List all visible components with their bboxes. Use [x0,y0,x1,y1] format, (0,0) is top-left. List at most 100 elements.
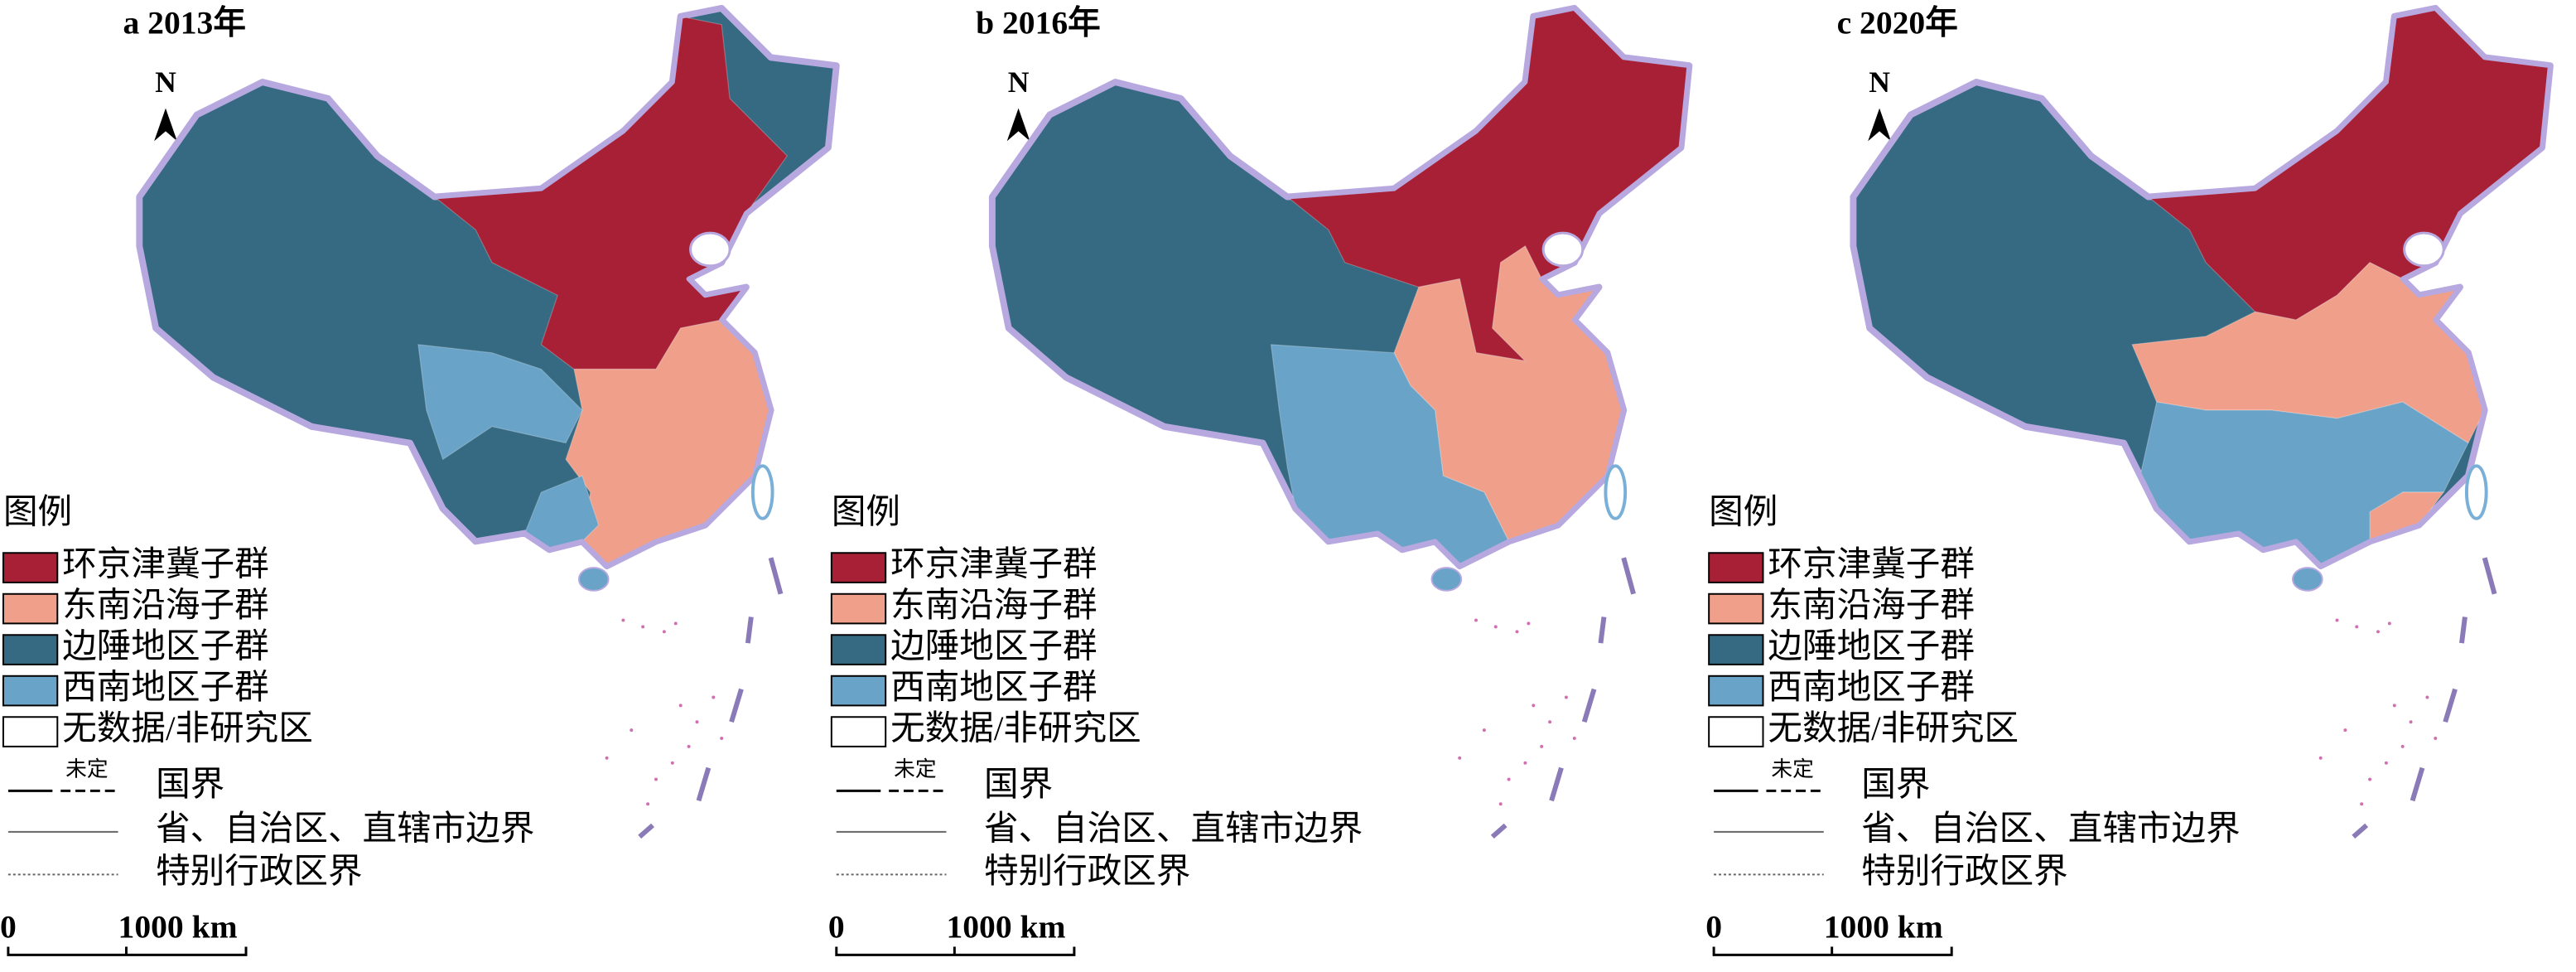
legend-title: 图例 [1709,492,1778,530]
island-dot [1527,621,1531,626]
island-dot [2400,744,2405,748]
island-dot [1572,737,1576,740]
legend-label: 西南地区子群 [62,668,268,706]
island-dot [662,630,666,634]
scale-start: 0 [828,909,845,945]
island-dot [2392,704,2396,708]
island-dot [2318,756,2323,760]
panel-title: a 2013年 [123,5,246,41]
legend-label: 边陲地区子群 [62,627,268,665]
scale-end: 1000 km [1824,909,1943,945]
island-dot [1482,728,1486,733]
island-dot [2384,761,2388,765]
scale-start: 0 [1705,909,1722,945]
legend-label: 西南地区子群 [890,668,1097,706]
island-dot [646,802,650,806]
island-dot [2376,630,2380,634]
legend-label: 东南沿海子群 [62,586,268,624]
legend-swatch [830,716,887,747]
legend-label: 无数据/非研究区 [890,709,1141,747]
scale-end: 1000 km [946,909,1065,945]
boundary-label: 特别行政区界 [156,852,362,890]
nine-dash [638,823,654,839]
nine-dash [1621,557,1636,595]
nine-dash [768,557,784,595]
legend-label: 东南沿海子群 [1768,586,1974,624]
island-dot [2343,728,2347,733]
region [2369,491,2445,543]
nine-dash [1490,823,1507,839]
north-label: N [1869,65,1890,99]
island-dot [1564,695,1568,699]
north-label: N [155,65,176,99]
island-dot [2355,625,2359,629]
nine-dash [729,688,744,723]
nine-dash [2352,823,2369,839]
legend-swatch [830,634,887,665]
scale-end: 1000 km [118,909,238,945]
island-dot [1540,744,1544,748]
taiwan [2464,464,2488,520]
taiwan [1604,464,1628,520]
island-dot [687,744,691,748]
island-dot [2409,720,2413,724]
boundary-note: 未定 [1771,757,1813,781]
hainan [1430,567,1463,592]
island-dot [1498,802,1503,806]
legend-label: 东南沿海子群 [890,586,1097,624]
boundary-label: 国界 [156,765,224,803]
island-dot [2434,737,2438,740]
boundary-label: 特别行政区界 [1861,852,2067,890]
legend-title: 图例 [832,492,900,530]
country-border [137,5,839,569]
boundary-label: 国界 [984,765,1053,803]
legend-swatch [830,592,887,625]
island-dot [1548,720,1552,724]
bohai-gap [689,231,731,268]
island-dot [654,777,658,781]
legend-label: 边陲地区子群 [1768,627,1974,665]
bohai-gap [1541,231,1585,268]
island-dot [712,695,716,699]
island-dot [1458,756,1462,760]
map-panel: a 2013年 N [123,5,840,839]
hainan [2292,567,2323,592]
island-dot [1515,630,1519,634]
boundary-label: 省、自治区、直辖市边界 [984,809,1363,847]
north-arrow [1868,108,1891,142]
island-dot [1474,618,1478,622]
legend-swatch [830,552,887,583]
hainan [577,567,610,592]
island-dot [605,756,609,760]
island-dot [1532,704,1536,708]
island-dot [670,761,674,765]
nine-dash [1549,766,1564,802]
map-panel: c 2020年 N [1837,5,2554,839]
legend-label: 环京津冀子群 [1768,545,1974,583]
nine-dash [696,766,712,802]
panel-title: c 2020年 [1837,5,1958,41]
boundary-label: 国界 [1861,765,1930,803]
legend-swatch [830,675,887,707]
legend-label: 环京津冀子群 [890,545,1097,583]
island-dot [2360,802,2364,806]
boundary-label: 省、自治区、直辖市边界 [1861,809,2240,847]
island-dot [673,621,678,626]
nine-dash [2459,617,2467,644]
island-dot [2368,777,2372,781]
country-border [989,5,1692,569]
legend-swatch [2,716,59,747]
map-panel: b 2016年 N [976,5,1693,839]
island-dot [695,720,699,724]
boundary-note: 未定 [65,757,108,781]
north-arrow [154,108,177,142]
legend-label: 边陲地区子群 [890,627,1097,665]
panel-title: b 2016年 [976,5,1101,41]
island-dot [1523,761,1527,765]
nine-dash [2443,688,2458,723]
